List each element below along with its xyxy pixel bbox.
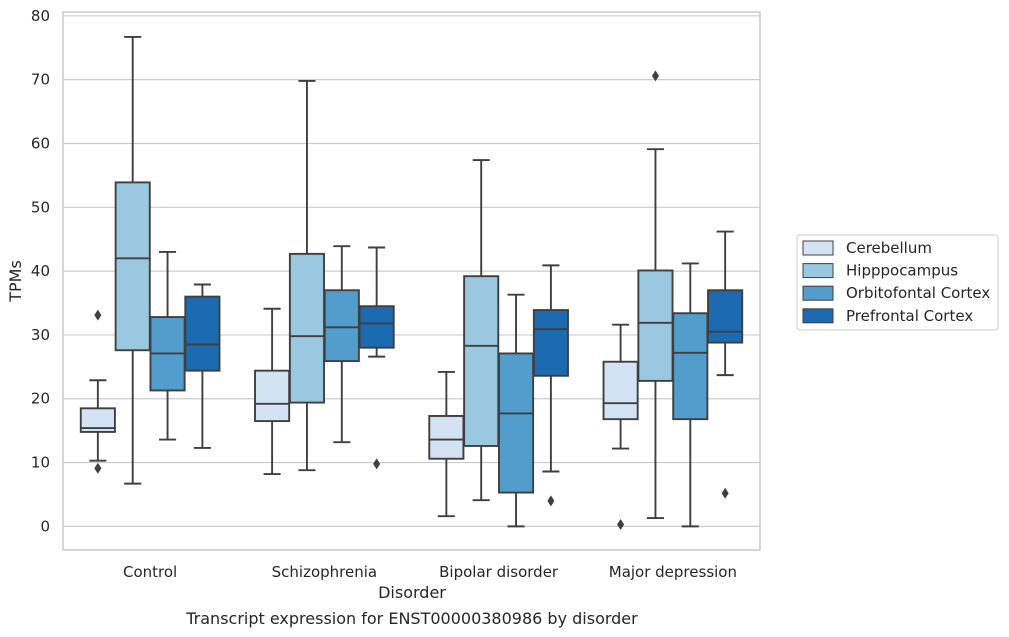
y-tick-label: 50 <box>31 198 50 216</box>
y-tick-labels: 0 10 20 30 40 50 60 70 80 <box>31 7 50 536</box>
outlier-point <box>547 495 555 507</box>
box-orbitofontal-cortex <box>672 262 709 528</box>
y-tick-label: 60 <box>31 134 50 152</box>
y-tick-label: 30 <box>31 326 50 344</box>
y-tick-label: 20 <box>31 390 50 408</box>
y-axis-label: TPMs <box>6 260 25 303</box>
outlier-point <box>617 518 625 530</box>
box-cerebellum <box>254 307 291 476</box>
box-orbitofontal-cortex <box>498 293 535 528</box>
x-tick-label: Bipolar disorder <box>439 563 559 581</box>
box-body <box>323 289 360 363</box>
box-body <box>602 360 639 421</box>
box-cerebellum <box>428 370 465 518</box>
box-body <box>184 295 221 372</box>
x-tick-label: Major depression <box>609 563 737 581</box>
box-hipppocampus <box>463 159 500 502</box>
y-tick-label: 40 <box>31 262 50 280</box>
outlier-point <box>94 309 102 321</box>
box-prefrontal-cortex <box>358 246 395 470</box>
legend-label: Prefrontal Cortex <box>846 307 973 325</box>
legend-label: Orbitofontal Cortex <box>846 284 990 302</box>
x-axis-label: Disorder <box>378 583 446 602</box>
plot-frame <box>62 11 761 551</box>
box-prefrontal-cortex <box>184 283 221 449</box>
y-tick-label: 70 <box>31 71 50 89</box>
x-tick-label: Schizophrenia <box>272 563 377 581</box>
box-body <box>532 309 569 377</box>
box-prefrontal-cortex <box>532 264 569 507</box>
legend-frame <box>796 234 999 331</box>
y-tick-label: 80 <box>31 7 50 25</box>
box-body <box>288 252 325 404</box>
box-body <box>707 289 744 344</box>
legend-swatch <box>802 285 834 301</box>
box-body <box>672 312 709 421</box>
box-body <box>79 407 116 433</box>
outlier-point <box>373 458 381 470</box>
box-orbitofontal-cortex <box>323 245 360 444</box>
outlier-point <box>721 487 729 499</box>
legend-swatch <box>802 263 834 279</box>
chart-caption: Transcript expression for ENST0000038098… <box>185 609 638 628</box>
box-body <box>358 305 395 349</box>
legend-swatch <box>802 308 834 324</box>
legend-swatch <box>802 240 834 256</box>
box-body <box>637 269 674 382</box>
box-body <box>114 181 151 352</box>
outlier-point <box>651 70 659 82</box>
x-tick-labels: Control Schizophrenia Bipolar disorder Majo… <box>123 563 737 581</box>
y-tick-label: 10 <box>31 454 50 472</box>
box-body <box>463 275 500 447</box>
legend: Cerebellum Hipppocampus Orbitofontal Corte… <box>796 234 999 331</box>
box-orbitofontal-cortex <box>149 251 186 441</box>
box-body <box>498 352 535 494</box>
box-body <box>428 415 465 460</box>
box-layer <box>79 35 744 530</box>
legend-label: Hipppocampus <box>846 262 958 280</box>
box-hipppocampus <box>637 70 674 520</box>
box-hipppocampus <box>288 79 325 472</box>
box-body <box>254 369 291 423</box>
box-cerebellum <box>602 323 639 530</box>
box-prefrontal-cortex <box>707 230 744 499</box>
legend-label: Cerebellum <box>846 239 932 257</box>
box-cerebellum <box>79 309 116 474</box>
outlier-point <box>94 462 102 474</box>
box-hipppocampus <box>114 35 151 485</box>
y-tick-label: 0 <box>40 517 50 535</box>
x-tick-label: Control <box>123 563 177 581</box>
